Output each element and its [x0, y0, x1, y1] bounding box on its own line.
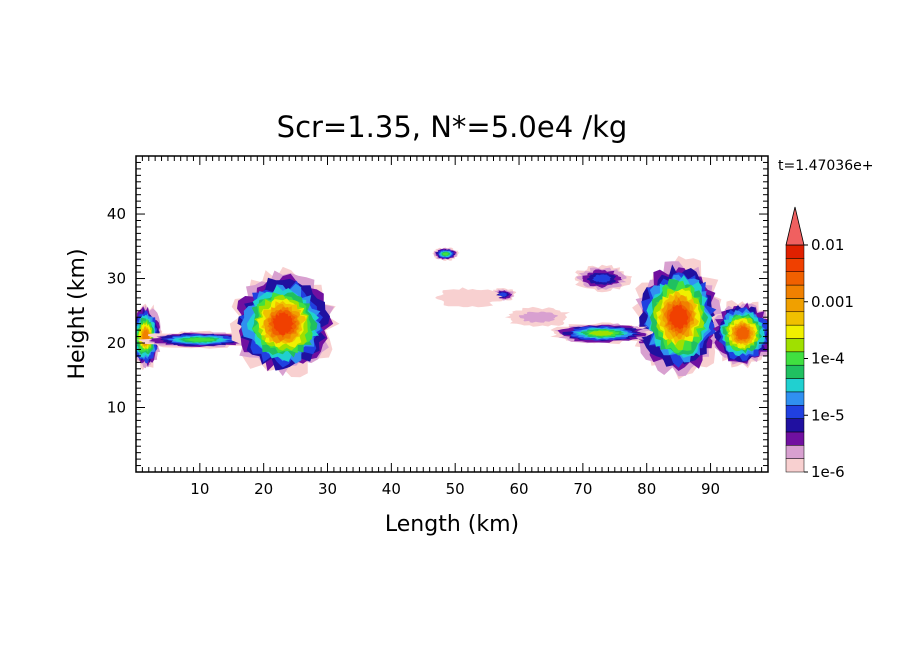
colorbar-label: 1e-5: [811, 406, 845, 424]
time-stamp: t=1.47036e+: [778, 158, 873, 174]
colorbar-label: 1e-4: [811, 350, 845, 368]
chart-title: Scr=1.35, N*=5.0e4 /kg: [277, 110, 628, 144]
colorbar-segment: [785, 271, 805, 286]
contour-band: [435, 287, 503, 308]
contour-band: [498, 292, 508, 297]
x-axis-label: Length (km): [385, 512, 519, 537]
cell-96km: [710, 300, 768, 369]
y-tick-label: 20: [107, 334, 126, 352]
cloud-cells: [136, 247, 768, 380]
x-tick-label: 50: [446, 480, 465, 498]
colorbar-segment: [785, 324, 805, 339]
x-tick-label: 60: [509, 480, 528, 498]
y-tick-label: 30: [107, 270, 126, 288]
patch-48-34: [432, 247, 460, 261]
colorbar-segment: [785, 338, 805, 353]
cell-84km: [632, 255, 723, 380]
x-tick-label: 10: [190, 480, 209, 498]
contour-band: [518, 311, 558, 323]
y-tick-label: 10: [107, 399, 126, 417]
colorbar-segment: [785, 284, 805, 299]
contour-band: [592, 274, 612, 283]
colorbar-segment: [785, 311, 805, 326]
contour-band: [669, 304, 689, 330]
colorbar-label: 0.01: [811, 236, 844, 254]
colorbar-segment: [785, 298, 805, 313]
axis-ticks: 10 20 30 40 50 60 70 80 90 10 20 30 40: [107, 156, 768, 498]
colorbar-segment: [785, 244, 805, 259]
plot-frame: [135, 155, 769, 473]
contour-band: [184, 337, 215, 342]
low-band-west: [136, 330, 260, 349]
colorbar-segment: [785, 391, 805, 406]
colorbar-label: 1e-6: [811, 463, 845, 481]
colorbar-segment: [785, 418, 805, 433]
x-tick-label: 30: [318, 480, 337, 498]
contour-band: [589, 330, 614, 336]
contour-band: [272, 312, 294, 336]
patch-73-30: [574, 264, 633, 293]
colorbar-segment: [785, 378, 805, 393]
x-tick-label: 20: [254, 480, 273, 498]
colorbar-extend-arrow: [785, 206, 805, 246]
contour-band: [735, 326, 750, 340]
colorbar-segment: [785, 431, 805, 446]
colorbar: 0.01 0.001 1e-4 1e-5 1e-6: [785, 206, 854, 481]
colorbar-label: 0.001: [811, 293, 854, 311]
colorbar-segment: [785, 445, 805, 459]
low-band-east: [550, 322, 654, 345]
x-tick-label: 40: [382, 480, 401, 498]
colorbar-segment: [785, 351, 805, 366]
cell-20km: [229, 266, 340, 378]
plot-area: 10 20 30 40 50 60 70 80 90 10 20 30 40: [107, 155, 769, 498]
colorbar-segment: [785, 458, 805, 473]
y-axis-label: Height (km): [65, 248, 90, 379]
haze-63-24: [504, 306, 570, 327]
x-tick-label: 80: [637, 480, 656, 498]
colorbar-segment: [785, 404, 805, 419]
colorbar-segment: [785, 364, 805, 379]
colorbar-segment: [785, 258, 805, 272]
x-tick-label: 90: [701, 480, 720, 498]
haze-52-28: [435, 287, 503, 308]
x-tick-label: 70: [573, 480, 592, 498]
contour-band: [442, 252, 449, 256]
y-tick-label: 40: [107, 205, 126, 223]
